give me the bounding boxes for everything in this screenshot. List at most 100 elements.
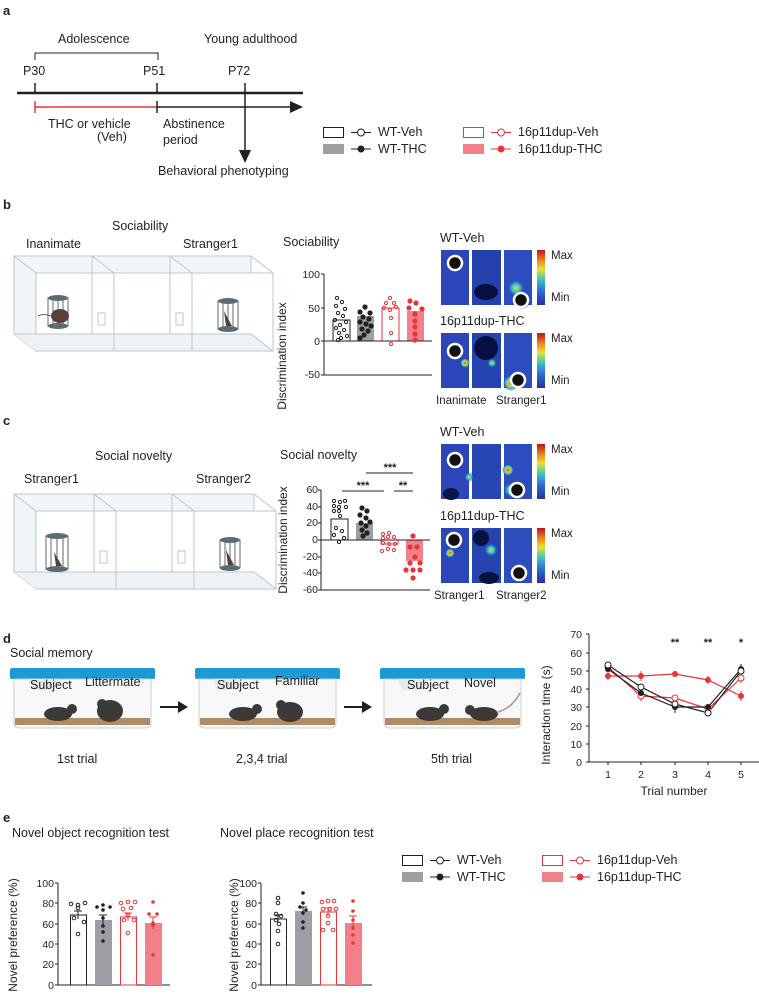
svg-text:-40: -40 xyxy=(303,567,318,579)
cage-trial-3 xyxy=(380,668,525,729)
svg-text:50: 50 xyxy=(308,303,320,315)
novel-object-title: Novel object recognition test xyxy=(12,826,170,840)
legend-wt-veh: WT-Veh xyxy=(378,125,423,139)
adolescence-label: Adolescence xyxy=(58,32,130,46)
colorbar-b-top xyxy=(537,250,545,305)
legend2-dup-veh: 16p11dup-Veh xyxy=(597,853,678,867)
svg-text:40: 40 xyxy=(42,939,54,951)
heatmap-c-x-right: Stranger2 xyxy=(496,590,547,602)
legend-dup-veh: 16p11dup-Veh xyxy=(518,125,599,139)
colorbar-c-bottom xyxy=(537,528,545,583)
svg-text:4: 4 xyxy=(705,769,711,781)
colorbar-b-bottom xyxy=(537,333,545,388)
svg-text:100: 100 xyxy=(36,878,54,890)
legend-wt-thc: WT-THC xyxy=(378,142,427,156)
trial3-caption: 5th trial xyxy=(431,752,472,766)
svg-text:**: ** xyxy=(704,637,713,649)
svg-text:5: 5 xyxy=(738,769,744,781)
heatmap-c-x-left: Stranger1 xyxy=(434,590,485,602)
svg-text:**: ** xyxy=(399,480,408,492)
heatmap-b-x-right: Stranger1 xyxy=(496,395,547,407)
arrow-icon-2 xyxy=(344,701,372,713)
trial1-right-label: Littermate xyxy=(85,675,141,689)
stranger1-label-c: Stranger1 xyxy=(24,472,79,486)
treatment-label: THC or vehicle xyxy=(48,117,131,131)
svg-text:Trial number: Trial number xyxy=(641,784,708,798)
colorbar-max-c: Max xyxy=(551,444,573,456)
trial2-caption: 2,3,4 trial xyxy=(236,752,288,766)
colorbar-min-c: Min xyxy=(551,486,570,498)
legend-bottom: WT-Veh WT-THC 16p11dup-Veh 16p11dup-THC xyxy=(402,853,722,893)
svg-text:100: 100 xyxy=(239,878,257,890)
svg-text:10: 10 xyxy=(570,739,582,751)
svg-text:Novel preference (%): Novel preference (%) xyxy=(227,878,241,991)
colorbar-min: Min xyxy=(551,292,570,304)
phenotyping-label: Behavioral phenotyping xyxy=(158,164,289,178)
colorbar-max: Max xyxy=(551,250,573,262)
panel-e-label: e xyxy=(3,810,11,825)
panel-a-label: a xyxy=(3,3,11,18)
social-novelty-schematic-title: Social novelty xyxy=(95,449,173,463)
legend-top: WT-Veh WT-THC 16p11dup-Veh 16p11dup-THC xyxy=(323,125,643,165)
panel-c-label: c xyxy=(3,413,11,428)
heatmap-c-bottom xyxy=(441,528,532,584)
heatmap-b-top-title: WT-Veh xyxy=(440,231,485,245)
svg-text:80: 80 xyxy=(42,898,54,910)
trial2-right-label: Familiar xyxy=(275,674,320,688)
svg-text:-60: -60 xyxy=(303,584,318,596)
novel-place-bar-chart: Novel preference (%) 100 80 60 40 20 0 xyxy=(227,878,372,992)
cage-trial-2 xyxy=(195,668,340,729)
heatmap-b-x-left: Inanimate xyxy=(436,395,487,407)
svg-text:40: 40 xyxy=(245,939,257,951)
trial1-caption: 1st trial xyxy=(57,752,98,766)
svg-text:40: 40 xyxy=(306,501,318,513)
svg-text:40: 40 xyxy=(570,684,582,696)
cage-icon-right-c xyxy=(219,537,241,571)
social-novelty-bar-chart: Discrimination index 60 40 20 0 -20 -40 -60 **… xyxy=(276,462,430,596)
svg-text:Discrimination index: Discrimination index xyxy=(276,486,290,593)
inanimate-label: Inanimate xyxy=(26,237,81,251)
svg-text:30: 30 xyxy=(570,702,582,714)
svg-text:80: 80 xyxy=(245,898,257,910)
legend2-dup-thc: 16p11dup-THC xyxy=(597,870,682,884)
novel-object-bar-chart: Novel preference (%) 100 80 60 40 20 0 xyxy=(6,878,170,992)
heatmap-c-top xyxy=(441,444,532,500)
svg-text:0: 0 xyxy=(314,336,320,348)
svg-text:20: 20 xyxy=(42,959,54,971)
svg-text:3: 3 xyxy=(672,769,678,781)
tick-p30: P30 xyxy=(23,64,46,78)
heatmap-b-bottom-title: 16p11dup-THC xyxy=(440,314,525,328)
arrow-icon-1 xyxy=(160,701,188,713)
svg-text:0: 0 xyxy=(576,757,582,769)
svg-text:Interaction time (s): Interaction time (s) xyxy=(539,665,553,764)
social-memory-line-chart: Interaction time (s) 70 60 50 40 30 20 10 0 1 2 3… xyxy=(539,629,759,798)
colorbar-c-top xyxy=(537,444,545,499)
svg-text:20: 20 xyxy=(245,959,257,971)
legend-dup-thc: 16p11dup-THC xyxy=(518,142,603,156)
svg-text:*: * xyxy=(739,637,744,649)
svg-text:-50: -50 xyxy=(305,369,320,381)
svg-text:**: ** xyxy=(671,637,680,649)
cage-icon-left-c xyxy=(45,533,69,572)
trial2-left-label: Subject xyxy=(217,678,259,692)
novel-place-title: Novel place recognition test xyxy=(220,826,374,840)
svg-text:20: 20 xyxy=(306,517,318,529)
cage-trial-1 xyxy=(10,668,155,729)
svg-text:70: 70 xyxy=(570,629,582,641)
three-chamber-box-b xyxy=(13,254,275,353)
tick-p51: P51 xyxy=(143,64,166,78)
svg-text:2: 2 xyxy=(638,769,644,781)
trial1-left-label: Subject xyxy=(30,678,72,692)
stranger2-label-c: Stranger2 xyxy=(196,472,251,486)
treatment-sub-label: (Veh) xyxy=(97,130,127,144)
trial3-left-label: Subject xyxy=(407,678,449,692)
legend2-wt-thc: WT-THC xyxy=(457,870,506,884)
sociability-schematic-title: Sociability xyxy=(112,219,169,233)
social-memory-title: Social memory xyxy=(10,646,93,660)
social-novelty-chart-title: Social novelty xyxy=(280,448,358,462)
cage-icon-left xyxy=(37,295,69,329)
svg-text:50: 50 xyxy=(570,666,582,678)
colorbar-min-2: Min xyxy=(551,375,570,387)
svg-text:***: *** xyxy=(384,462,398,474)
tick-p72: P72 xyxy=(228,64,251,78)
